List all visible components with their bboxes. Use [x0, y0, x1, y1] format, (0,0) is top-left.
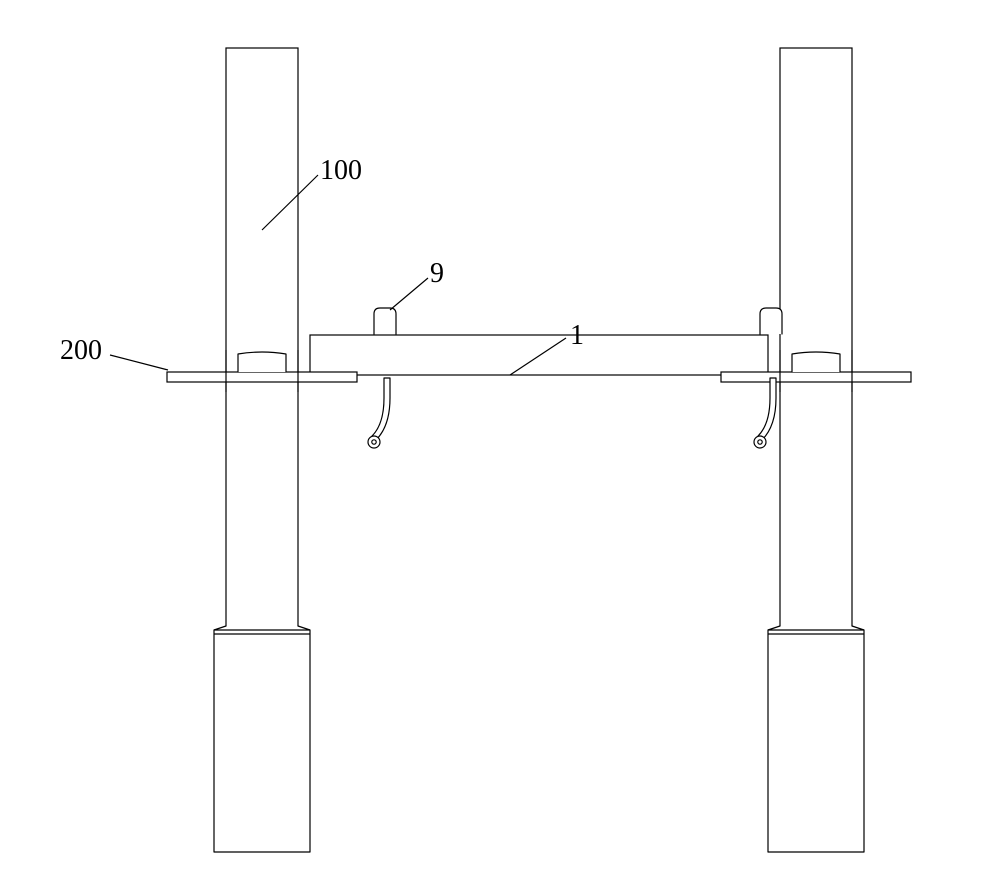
flange-neck-left	[238, 352, 286, 372]
post-lower-left	[214, 626, 310, 852]
tab-left	[374, 308, 396, 334]
horizontal-bar	[310, 335, 768, 375]
post-upper-left	[226, 48, 298, 628]
label-9: 9	[430, 258, 444, 290]
hook-ring-left	[368, 436, 380, 448]
label-200: 200	[60, 335, 102, 367]
leader-l200	[110, 355, 168, 370]
hook-body-right	[758, 378, 776, 440]
post-lower-right	[768, 626, 864, 852]
label-1: 1	[570, 320, 584, 352]
hook-body-left	[372, 378, 390, 440]
hook-ring-right	[754, 436, 766, 448]
post-upper-right	[780, 48, 852, 628]
flange-plate-right	[721, 372, 911, 382]
tab-right	[760, 308, 782, 334]
flange-neck-right	[792, 352, 840, 372]
leader-l9	[390, 278, 428, 310]
flange-plate-left	[167, 372, 357, 382]
label-100: 100	[320, 155, 362, 187]
